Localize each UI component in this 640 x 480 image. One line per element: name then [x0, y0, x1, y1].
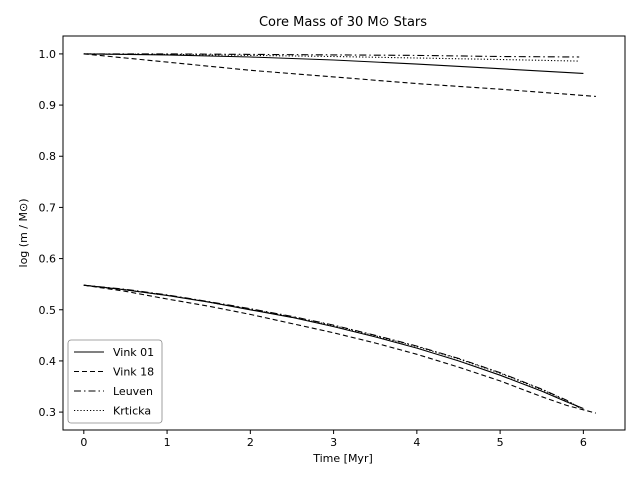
y-tick-label: 1.0 [39, 48, 57, 61]
plot-frame [62, 35, 626, 431]
x-tick-label: 6 [580, 436, 587, 449]
x-tick-label: 2 [247, 436, 254, 449]
x-tick-label: 1 [164, 436, 171, 449]
axis-ticks: 0 1 2 3 4 5 6 0.3 0.4 0.5 0.6 0.7 0.8 0.9 1.0 [39, 48, 587, 449]
y-tick-label: 0.8 [39, 150, 57, 163]
series-lines [83, 53, 597, 414]
x-axis-label: Time [Myr] [312, 452, 373, 465]
series-line-vink-18-upper [83, 53, 596, 97]
y-tick-label: 0.9 [39, 99, 57, 112]
legend-label: Vink 01 [113, 346, 154, 359]
legend-label: Krticka [113, 405, 151, 418]
legend-label: Leuven [113, 385, 153, 398]
y-tick-label: 0.4 [39, 355, 57, 368]
chart-title: Core Mass of 30 M⊙ Stars [259, 15, 427, 30]
y-tick-label: 0.3 [39, 406, 57, 419]
y-tick-label: 0.6 [39, 253, 57, 266]
legend-box [67, 339, 163, 424]
y-tick-label: 0.7 [39, 201, 57, 214]
y-tick-label: 0.5 [39, 304, 57, 317]
x-tick-label: 0 [80, 436, 87, 449]
x-tick-label: 4 [413, 436, 420, 449]
y-axis-label: log (m / M⊙) [17, 199, 30, 268]
x-tick-label: 3 [330, 436, 337, 449]
legend: Vink 01 Vink 18 Leuven Krticka [67, 339, 163, 424]
x-tick-label: 5 [497, 436, 504, 449]
series-line-krticka-upper [83, 53, 580, 62]
series-line-leuven-lower [83, 284, 580, 408]
series-line-vink-18-lower [83, 284, 597, 414]
legend-label: Vink 18 [113, 366, 154, 379]
